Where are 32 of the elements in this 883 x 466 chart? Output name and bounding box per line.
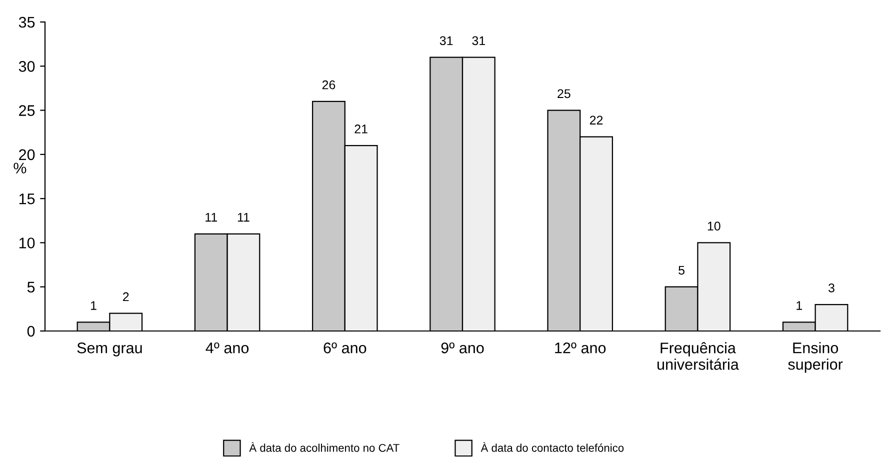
data-label: 21 (354, 124, 368, 134)
legend-label: À data do acolhimento no CAT (249, 442, 400, 452)
y-tick-label: 15 (19, 194, 35, 204)
data-label: 10 (708, 222, 720, 231)
data-label: 1 (796, 301, 802, 310)
data-label: 11 (238, 212, 250, 222)
y-tick-label: 30 (18, 61, 35, 72)
data-label: 2 (123, 292, 129, 302)
y-tick-label: 20 (19, 149, 35, 160)
y-axis-title: % (14, 162, 26, 174)
data-label: 25 (558, 89, 570, 98)
data-label: 1 (90, 301, 96, 310)
data-label: 22 (590, 116, 603, 124)
y-tick-label: 10 (19, 238, 35, 248)
data-label: 11 (206, 212, 217, 222)
x-tick-label: 4º ano (206, 342, 249, 354)
x-tick-label: 6º ano (324, 342, 366, 354)
x-tick-label: Sem grau (77, 342, 142, 356)
y-tick-label: 0 (27, 326, 35, 337)
data-label: 5 (678, 266, 684, 275)
data-label: 31 (472, 36, 486, 46)
y-tick-label: 5 (27, 282, 35, 293)
y-tick-label: 35 (18, 16, 35, 28)
data-label: 31 (440, 36, 453, 46)
x-tick-label: Ensino superior (788, 342, 843, 373)
x-tick-label: Frequência universitária (658, 342, 739, 370)
data-label: 3 (828, 283, 834, 292)
legend-label: À data do contacto telefónico (480, 442, 624, 452)
x-tick-label: 9º ano (441, 342, 484, 354)
x-tick-label: 12º ano (555, 342, 606, 354)
data-label: 26 (322, 80, 336, 90)
y-tick-label: 25 (19, 105, 35, 116)
